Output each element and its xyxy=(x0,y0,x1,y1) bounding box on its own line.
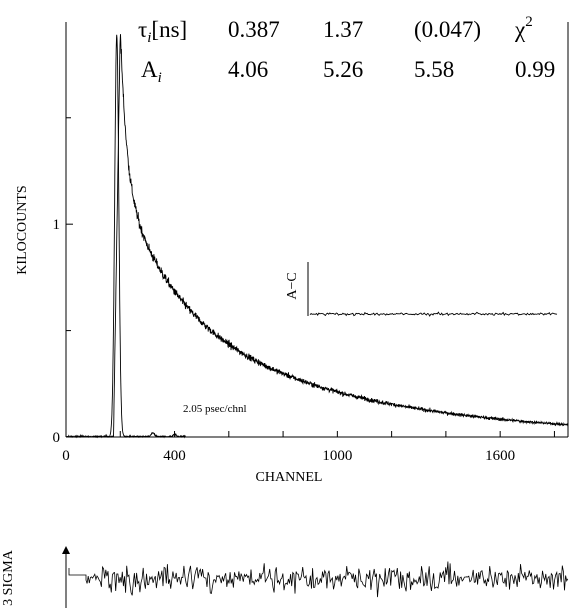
y-axis-label: KILOCOUNTS xyxy=(15,185,30,274)
tau-value-3: (0.047) xyxy=(414,17,481,42)
inset-label: A−C xyxy=(285,272,300,299)
fit-table: τi[ns] 0.387 1.37 (0.047) χ2 Ai 4.06 5.2… xyxy=(138,14,555,86)
amp-value-3: 5.58 xyxy=(414,57,454,82)
residuals-axis-label: 3 SIGMA xyxy=(1,549,16,606)
main-axes: 0 400 1000 1600 01 CHANNEL KILOCOUNTS 2.05 … xyxy=(15,22,569,485)
x-tick-label: 1000 xyxy=(322,448,352,464)
y-ticks xyxy=(66,117,73,438)
residuals-panel: 3 SIGMA xyxy=(1,546,569,608)
channel-width-annotation: 2.05 psec/chnl xyxy=(183,403,247,415)
x-tick-label: 1600 xyxy=(485,448,515,464)
tau-value-2: 1.37 xyxy=(323,17,363,42)
tau-label: τi[ns] xyxy=(138,17,187,46)
inset-autocorrelation: A−C xyxy=(285,262,558,317)
x-tick-label: 0 xyxy=(62,448,70,464)
x-tick-labels: 0 400 1000 1600 xyxy=(62,448,515,464)
series-residuals-line xyxy=(68,561,569,598)
series-decay-line xyxy=(65,34,569,439)
y-tick-label: 0 xyxy=(53,430,61,446)
y-tick-labels: 01 xyxy=(53,217,61,446)
x-tick-label: 400 xyxy=(163,448,186,464)
chi-label: χ2 xyxy=(514,14,533,42)
chi-value: 0.99 xyxy=(515,57,555,82)
residuals-axis-arrow-icon xyxy=(62,546,70,554)
x-axis-label: CHANNEL xyxy=(256,470,323,485)
tau-value-1: 0.387 xyxy=(228,17,280,42)
amp-value-1: 4.06 xyxy=(228,57,268,82)
amp-value-2: 5.26 xyxy=(323,57,363,82)
amp-label: Ai xyxy=(141,57,162,86)
series-instrument-response-line xyxy=(66,34,186,439)
y-tick-label: 1 xyxy=(53,217,61,233)
series-inset-line xyxy=(309,311,558,317)
